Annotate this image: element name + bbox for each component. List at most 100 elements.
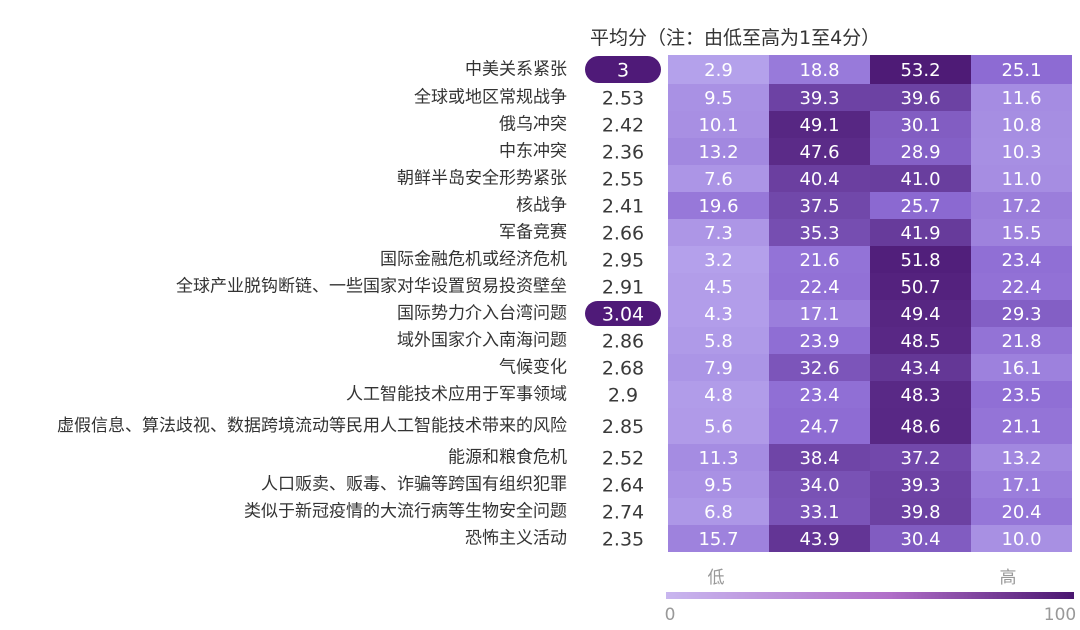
heatmap-cell [971,55,1072,84]
heatmap-cell-value: 23.4 [1001,250,1041,271]
heatmap-cell-value: 16.1 [1001,358,1041,379]
heatmap-cell-value: 29.3 [1001,304,1041,325]
heatmap-row: 国际金融危机或经济危机 2.95 3.2 21.6 51.8 23.4 [380,246,1072,273]
heatmap-cell-value: 39.3 [799,88,839,109]
row-label: 中东冲突 [499,142,567,162]
heatmap-cell-value: 21.6 [799,250,839,271]
row-label: 恐怖主义活动 [465,529,567,549]
heatmap-row: 气候变化 2.68 7.9 32.6 43.4 16.1 [499,354,1072,381]
heatmap-cell [870,300,971,327]
average-score: 3 [617,60,629,82]
heatmap-cell-value: 40.4 [799,169,839,190]
average-highlight-pill [585,301,661,326]
heatmap-cell [668,192,769,219]
heatmap-cell [668,354,769,381]
average-score: 2.53 [602,88,644,110]
row-label: 核战争 [516,196,567,216]
heatmap-cell-value: 11.3 [698,448,738,469]
row-label: 朝鲜半岛安全形势紧张 [397,169,567,189]
heatmap-cell [971,138,1072,165]
heatmap-cell [971,192,1072,219]
heatmap-cell [971,471,1072,498]
heatmap-cell-value: 22.4 [799,277,839,298]
heatmap-cell [769,84,870,111]
heatmap-cell-value: 21.8 [1001,331,1041,352]
heatmap-cell [971,354,1072,381]
heatmap-cell [971,525,1072,552]
heatmap-cell [870,381,971,408]
heatmap-cell [769,498,870,525]
legend-max-label: 100 [1044,605,1076,625]
heatmap-cell-value: 10.1 [698,115,738,136]
heatmap-row: 人工智能技术应用于军事领域 2.9 4.8 23.4 48.3 23.5 [346,381,1072,408]
heatmap-cell [668,408,769,444]
heatmap-cell [769,219,870,246]
heatmap-cell-value: 4.5 [704,277,733,298]
heatmap-cell-value: 38.4 [799,448,839,469]
heatmap-cell-value: 34.0 [799,475,839,496]
heatmap-cell-value: 9.5 [704,475,733,496]
heatmap-cell [668,55,769,84]
row-label: 能源和粮食危机 [448,448,567,468]
average-score: 2.36 [602,142,644,164]
heatmap-cell [769,471,870,498]
heatmap-cell-value: 7.3 [704,223,733,244]
heatmap-cell [769,354,870,381]
heatmap-cell [971,444,1072,471]
heatmap-row: 恐怖主义活动 2.35 15.7 43.9 30.4 10.0 [465,525,1072,552]
row-label: 虚假信息、算法歧视、数据跨境流动等民用人工智能技术带来的风险 [57,416,567,436]
heatmap-cell [971,111,1072,138]
heatmap-cell [668,381,769,408]
row-label: 军备竞赛 [499,222,567,243]
average-score: 2.85 [602,416,644,438]
heatmap-cell-value: 18.8 [799,60,839,81]
average-score: 2.52 [602,448,644,470]
heatmap-cell [870,192,971,219]
heatmap-cell [870,273,971,300]
heatmap-cell-value: 33.1 [799,502,839,523]
heatmap-cell [870,498,971,525]
heatmap-cell-value: 10.8 [1001,115,1041,136]
average-score: 2.42 [602,115,644,137]
heatmap-cell-value: 41.0 [900,169,940,190]
average-score-header: 平均分（注：由低至高为1至4分） [590,27,880,49]
heatmap-cell-value: 49.4 [900,304,940,325]
heatmap-cell [870,327,971,354]
heatmap-cell [870,525,971,552]
heatmap-cell-value: 30.4 [900,529,940,550]
heatmap-cell-value: 10.0 [1001,529,1041,550]
heatmap-cell-value: 47.6 [799,142,839,163]
heatmap-cell [870,84,971,111]
heatmap-cell [769,192,870,219]
average-score: 2.9 [608,385,638,407]
row-label: 人工智能技术应用于军事领域 [346,385,567,405]
heatmap-cell [769,408,870,444]
heatmap-cell-value: 5.8 [704,331,733,352]
heatmap-row: 朝鲜半岛安全形势紧张 2.55 7.6 40.4 41.0 11.0 [397,165,1072,192]
heatmap-row: 能源和粮食危机 2.52 11.3 38.4 37.2 13.2 [448,444,1072,471]
heatmap-cell [870,165,971,192]
heatmap-cell-value: 39.8 [900,502,940,523]
average-score: 2.35 [602,529,644,551]
heatmap-row: 中东冲突 2.36 13.2 47.6 28.9 10.3 [499,138,1072,165]
heatmap-cell [769,300,870,327]
heatmap-cell-value: 23.9 [799,331,839,352]
row-label: 人口贩卖、贩毒、诈骗等跨国有组织犯罪 [261,475,567,495]
heatmap-cell [971,246,1072,273]
heatmap-cell-value: 11.6 [1001,88,1041,109]
heatmap-cell-value: 21.1 [1001,417,1041,438]
heatmap-cell [668,327,769,354]
heatmap-row: 国际势力介入台湾问题 3.04 4.3 17.1 49.4 29.3 [397,300,1072,327]
heatmap-cell-value: 10.3 [1001,142,1041,163]
heatmap-cell-value: 19.6 [698,196,738,217]
average-score: 2.91 [602,277,644,299]
average-highlight-pill [585,56,661,83]
heatmap-cell-value: 24.7 [799,417,839,438]
heatmap-cell-value: 7.9 [704,358,733,379]
heatmap-cell-value: 4.3 [704,304,733,325]
heatmap-cell [668,165,769,192]
heatmap-cell-value: 39.3 [900,475,940,496]
heatmap-cell-value: 50.7 [900,277,940,298]
heatmap-cell-value: 22.4 [1001,277,1041,298]
heatmap-cell-value: 7.6 [704,169,733,190]
